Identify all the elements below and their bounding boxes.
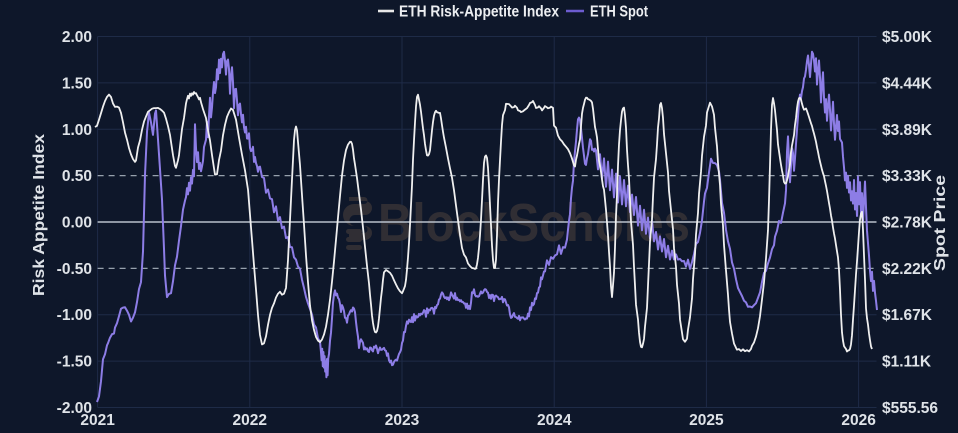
svg-text:2026: 2026 (841, 412, 876, 428)
svg-text:$555.56: $555.56 (882, 400, 938, 417)
svg-text:$2.78K: $2.78K (882, 215, 933, 232)
svg-text:$1.11K: $1.11K (882, 354, 932, 371)
svg-text:1.00: 1.00 (62, 122, 92, 139)
svg-text:$2.22K: $2.22K (882, 261, 933, 278)
svg-text:$4.44K: $4.44K (882, 75, 933, 92)
svg-text:-1.50: -1.50 (57, 354, 92, 371)
svg-text:-1.00: -1.00 (57, 307, 92, 324)
svg-text:0.50: 0.50 (62, 168, 92, 185)
svg-text:$5.00K: $5.00K (882, 29, 933, 46)
svg-text:2025: 2025 (689, 412, 724, 428)
svg-text:2022: 2022 (233, 412, 267, 428)
svg-text:1.50: 1.50 (62, 75, 92, 92)
svg-text:-0.50: -0.50 (57, 261, 92, 278)
svg-text:ETH Risk-Appetite Index: ETH Risk-Appetite Index (399, 4, 559, 21)
svg-text:$3.33K: $3.33K (882, 168, 933, 185)
svg-text:2024: 2024 (537, 412, 572, 428)
svg-text:-2.00: -2.00 (57, 400, 92, 417)
svg-text:2023: 2023 (385, 412, 420, 428)
svg-text:2.00: 2.00 (62, 29, 92, 46)
svg-text:$3.89K: $3.89K (882, 122, 933, 139)
svg-text:0.00: 0.00 (62, 215, 92, 232)
svg-text:$1.67K: $1.67K (882, 307, 933, 324)
svg-text:Risk Appetite Index: Risk Appetite Index (31, 134, 48, 296)
svg-text:2021: 2021 (80, 412, 115, 428)
svg-text:ETH Spot: ETH Spot (590, 4, 648, 21)
svg-text:Spot Price: Spot Price (932, 175, 949, 271)
